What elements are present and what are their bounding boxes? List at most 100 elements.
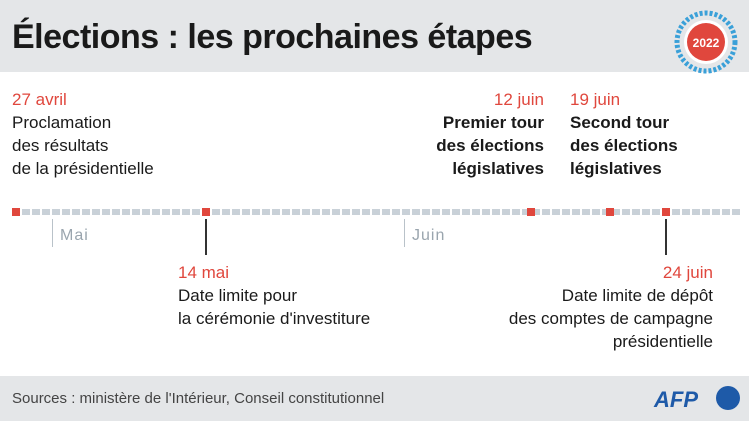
event-27-avril: 27 avril Proclamation des résultats de l… bbox=[12, 88, 154, 180]
event-line: des résultats bbox=[12, 136, 109, 155]
connector-14-mai bbox=[205, 219, 207, 255]
track-segment bbox=[152, 209, 160, 215]
event-line: des élections bbox=[436, 136, 544, 155]
track-segment bbox=[452, 209, 460, 215]
event-date: 27 avril bbox=[12, 90, 67, 109]
track-segment bbox=[232, 209, 240, 215]
marker-19-juin bbox=[606, 208, 614, 216]
track-segment bbox=[182, 209, 190, 215]
track-segment bbox=[532, 209, 540, 215]
track-segment bbox=[472, 209, 480, 215]
afp-logo-text: AFP bbox=[654, 387, 698, 412]
track-segment bbox=[132, 209, 140, 215]
event-line: Premier tour bbox=[442, 113, 544, 132]
page-title: Élections : les prochaines étapes bbox=[12, 18, 533, 56]
track-segment bbox=[82, 209, 90, 215]
track-segment bbox=[672, 209, 680, 215]
event-24-juin: 24 juin Date limite de dépôt des comptes… bbox=[509, 261, 713, 353]
event-line: des élections bbox=[570, 136, 678, 155]
track-segment bbox=[272, 209, 280, 215]
track-segment bbox=[582, 209, 590, 215]
track-segments bbox=[22, 209, 740, 215]
sources-text: Sources : ministère de l'Intérieur, Cons… bbox=[12, 390, 385, 407]
track-segment bbox=[222, 209, 230, 215]
track-segment bbox=[482, 209, 490, 215]
track-segment bbox=[242, 209, 250, 215]
track-segment bbox=[432, 209, 440, 215]
track-segment bbox=[212, 209, 220, 215]
track-segment bbox=[442, 209, 450, 215]
month-tick-mai bbox=[52, 219, 53, 247]
track-segment bbox=[372, 209, 380, 215]
connector-24-juin bbox=[665, 219, 667, 255]
track-segment bbox=[512, 209, 520, 215]
track-segment bbox=[122, 209, 130, 215]
timeline-track bbox=[12, 208, 740, 216]
track-segment bbox=[652, 209, 660, 215]
track-segment bbox=[32, 209, 40, 215]
track-segment bbox=[282, 209, 290, 215]
event-date: 19 juin bbox=[570, 90, 621, 109]
track-segment bbox=[522, 209, 530, 215]
track-segment bbox=[22, 209, 30, 215]
track-segment bbox=[682, 209, 690, 215]
badge-ring bbox=[674, 10, 738, 74]
track-segment bbox=[102, 209, 110, 215]
badge-disc bbox=[687, 23, 725, 61]
track-segment bbox=[322, 209, 330, 215]
track-segment bbox=[332, 209, 340, 215]
year-badge: 2022 bbox=[674, 10, 738, 74]
track-segment bbox=[52, 209, 60, 215]
track-segment bbox=[412, 209, 420, 215]
track-segment bbox=[172, 209, 180, 215]
marker-14-mai bbox=[202, 208, 210, 216]
event-line: Date limite pour bbox=[178, 286, 298, 305]
track-segment bbox=[302, 209, 310, 215]
event-date: 12 juin bbox=[493, 90, 544, 109]
track-segment bbox=[502, 209, 510, 215]
track-segment bbox=[712, 209, 720, 215]
event-line: de la présidentielle bbox=[12, 159, 154, 178]
track-segment bbox=[562, 209, 570, 215]
footer: Sources : ministère de l'Intérieur, Cons… bbox=[0, 376, 749, 421]
track-segment bbox=[552, 209, 560, 215]
event-14-mai: 14 mai Date limite pour la cérémonie d'i… bbox=[178, 261, 370, 330]
track-segment bbox=[392, 209, 400, 215]
track-segment bbox=[612, 209, 620, 215]
event-line: Proclamation bbox=[12, 113, 112, 132]
track-segment bbox=[142, 209, 150, 215]
track-segment bbox=[162, 209, 170, 215]
event-line: des comptes de campagne bbox=[508, 309, 713, 328]
marker-27-avril bbox=[12, 208, 20, 216]
afp-logo-dot bbox=[716, 386, 740, 410]
track-segment bbox=[642, 209, 650, 215]
track-segment bbox=[632, 209, 640, 215]
track-segment bbox=[72, 209, 80, 215]
track-segment bbox=[92, 209, 100, 215]
badge-year: 2022 bbox=[693, 36, 720, 50]
event-line: législatives bbox=[570, 159, 662, 178]
track-segment bbox=[732, 209, 740, 215]
track-segment bbox=[252, 209, 260, 215]
track-segment bbox=[702, 209, 710, 215]
track-segment bbox=[362, 209, 370, 215]
track-segment bbox=[262, 209, 270, 215]
track-segment bbox=[692, 209, 700, 215]
track-segment bbox=[112, 209, 120, 215]
event-19-juin: 19 juin Second tour des élections législ… bbox=[570, 88, 678, 180]
track-segment bbox=[572, 209, 580, 215]
track-segment bbox=[352, 209, 360, 215]
month-label-mai: Mai bbox=[60, 227, 89, 244]
event-date: 24 juin bbox=[662, 263, 713, 282]
marker-12-juin bbox=[527, 208, 535, 216]
track-segment bbox=[62, 209, 70, 215]
month-label-juin: Juin bbox=[412, 227, 446, 244]
track-segment bbox=[622, 209, 630, 215]
track-segment bbox=[542, 209, 550, 215]
track-segment bbox=[42, 209, 50, 215]
afp-logo: AFP bbox=[654, 384, 740, 414]
event-12-juin: 12 juin Premier tour des élections légis… bbox=[436, 88, 544, 180]
event-line: la cérémonie d'investiture bbox=[178, 309, 371, 328]
track-segment bbox=[292, 209, 300, 215]
event-line: Date limite de dépôt bbox=[561, 286, 713, 305]
